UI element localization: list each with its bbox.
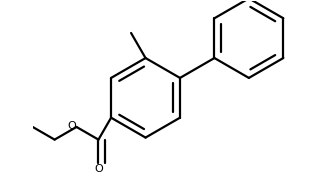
Text: O: O xyxy=(68,121,76,131)
Text: O: O xyxy=(94,164,103,174)
